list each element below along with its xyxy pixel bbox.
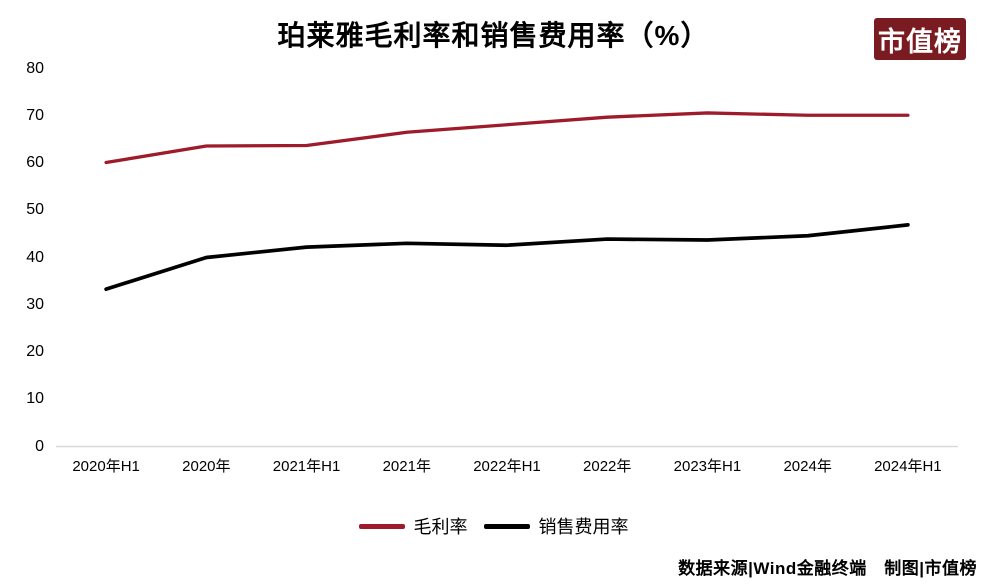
- legend-label-sales-expense: 销售费用率: [538, 517, 629, 537]
- y-tick-label: 40: [26, 248, 44, 266]
- series-line-1: [104, 223, 910, 292]
- sales-expense-line-swatch: [483, 523, 530, 529]
- y-tick-label: 70: [26, 106, 44, 124]
- y-tick-label: 30: [26, 295, 44, 313]
- y-tick-label: 0: [35, 437, 44, 455]
- x-tick-label: 2020年: [182, 458, 231, 475]
- x-tick-label: 2023年H1: [673, 458, 742, 475]
- x-tick-label: 2022年: [583, 458, 632, 475]
- y-tick-label: 60: [26, 154, 44, 171]
- x-tick-label: 2024年: [783, 458, 832, 475]
- data-source-credit: 数据来源|Wind金融终端 制图|市值榜: [678, 559, 977, 578]
- gross-margin-line-swatch: [358, 523, 405, 529]
- legend-item-gross-margin: 毛利率: [358, 513, 468, 539]
- x-tick-label: 2021年H1: [272, 458, 341, 475]
- x-tick-label: 2024年H1: [874, 458, 942, 475]
- logo-text: 市值榜: [878, 26, 962, 57]
- y-tick-label: 50: [26, 201, 44, 219]
- series-line-0: [104, 111, 910, 165]
- x-tick-label: 2022年H1: [473, 458, 541, 475]
- y-tick-label: 80: [26, 59, 44, 77]
- x-tick-label: 2020年H1: [72, 458, 140, 475]
- y-tick-label: 20: [26, 343, 44, 360]
- legend-item-sales-expense: 销售费用率: [483, 513, 629, 539]
- y-tick-label: 10: [26, 390, 44, 408]
- shizhibang-logo: 市值榜: [874, 18, 966, 60]
- chart-legend: 毛利率 销售费用率: [0, 513, 987, 539]
- legend-label-gross-margin: 毛利率: [413, 517, 468, 537]
- x-tick-label: 2021年: [382, 458, 431, 475]
- chart-title: 珀莱雅毛利率和销售费用率（%）: [277, 20, 710, 51]
